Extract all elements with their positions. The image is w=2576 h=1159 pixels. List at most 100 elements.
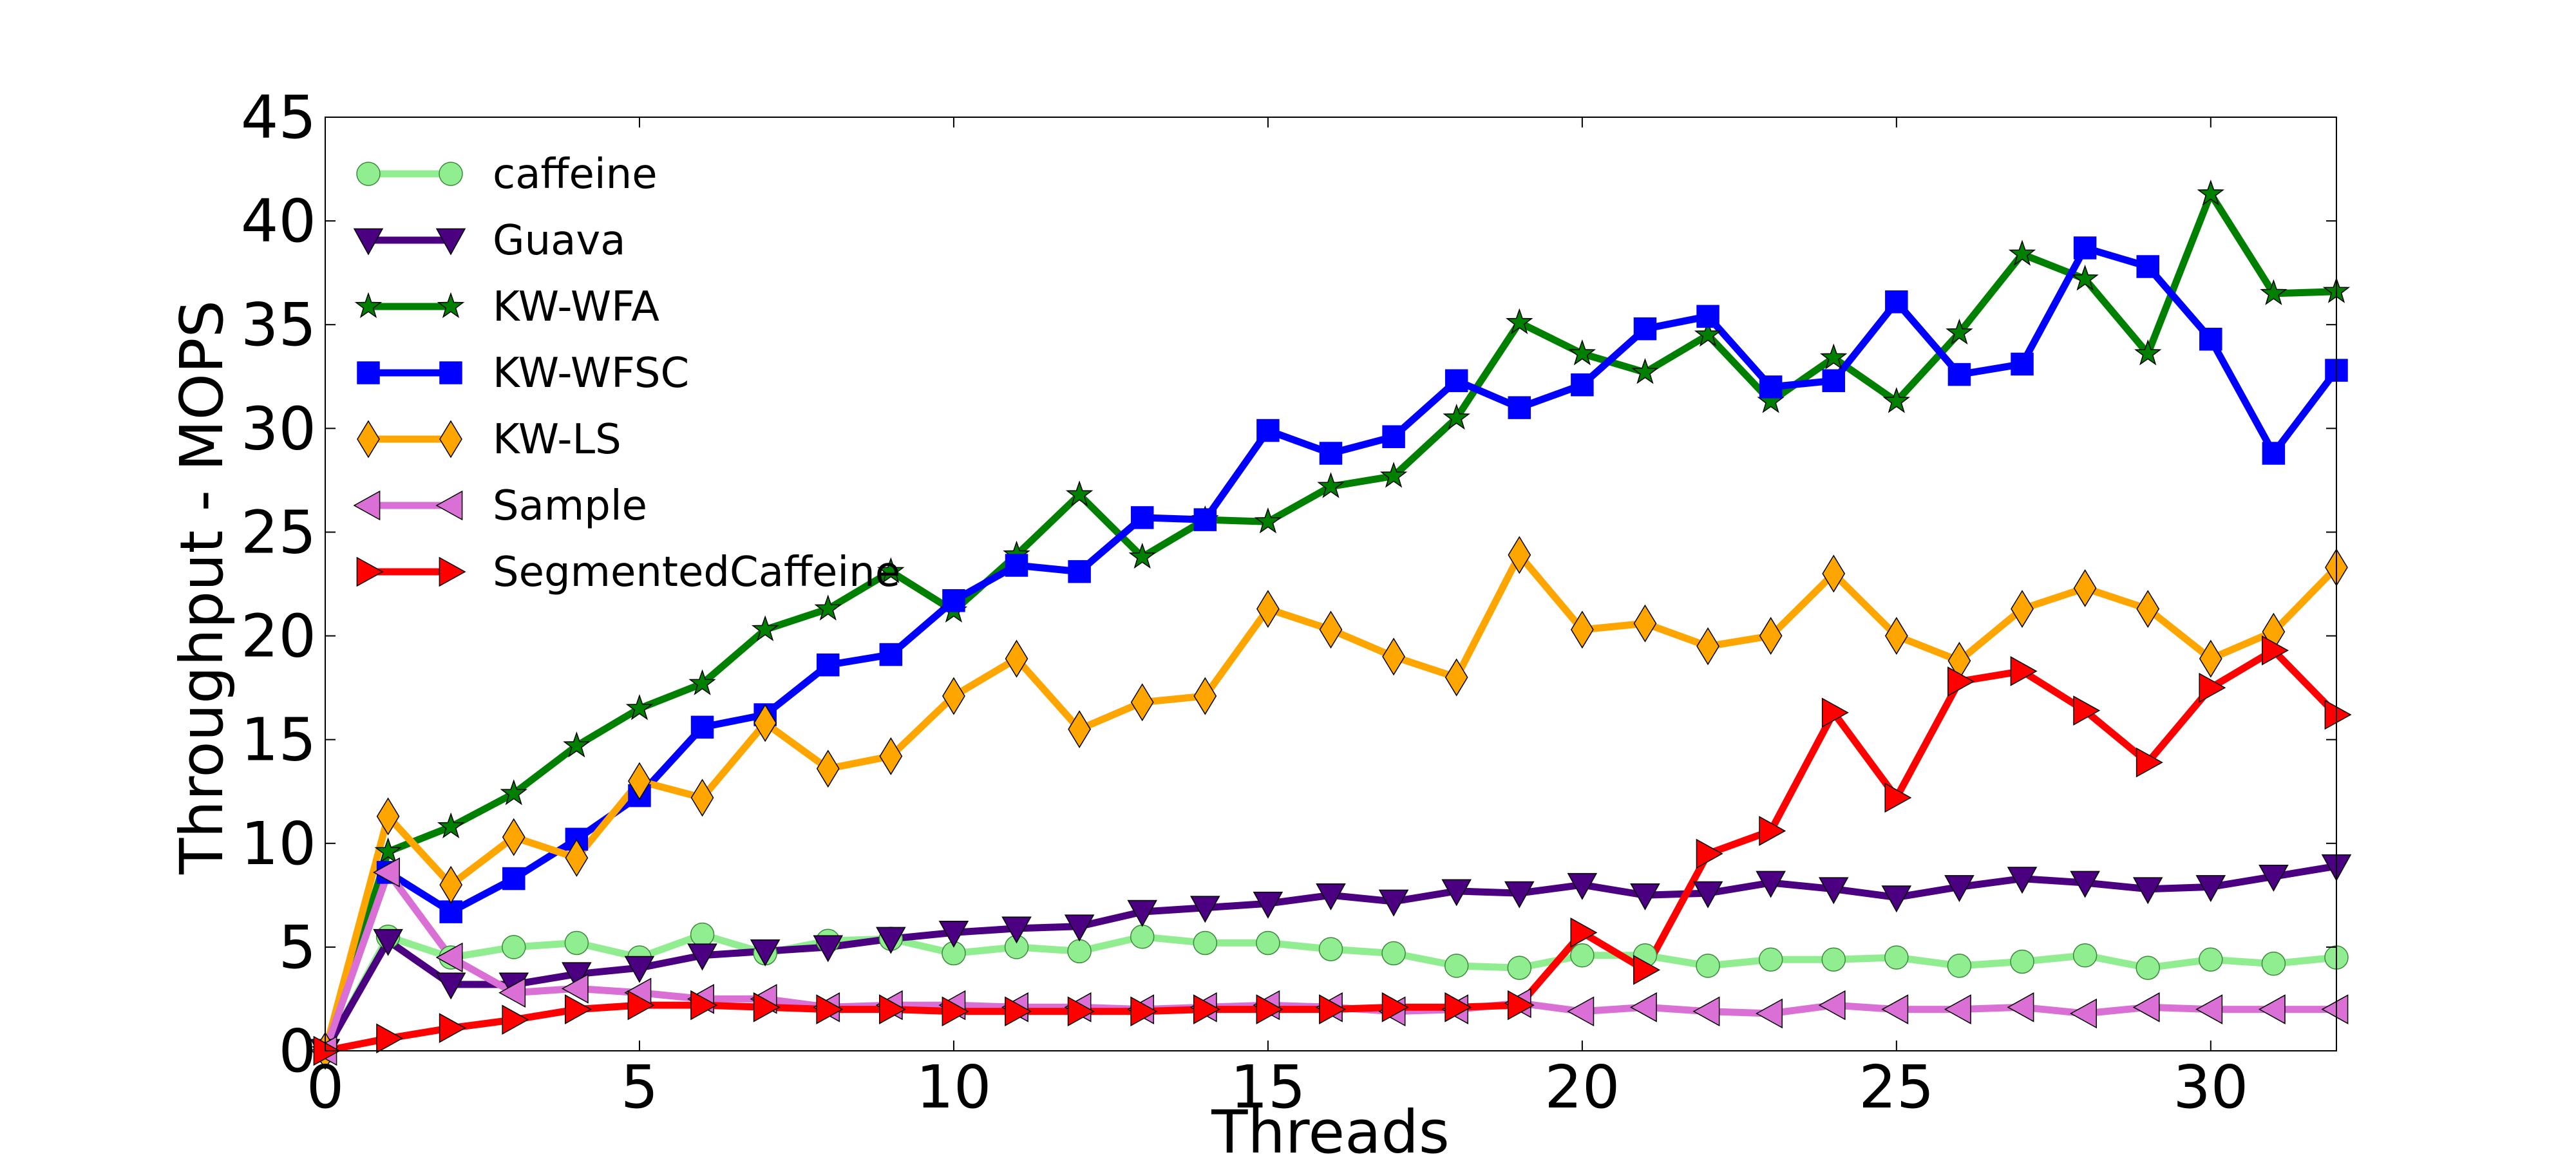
- data-point-guava: [1316, 883, 1346, 910]
- data-point-segmentedcaffeine: [1005, 996, 1032, 1027]
- data-point-kw-wfsc: [1822, 369, 1845, 392]
- legend-marker: [439, 420, 462, 458]
- data-point-guava: [1190, 896, 1220, 923]
- legend-marker: [439, 361, 462, 384]
- data-point-kw-ls: [1256, 590, 1280, 628]
- data-point-segmentedcaffeine: [2136, 747, 2163, 778]
- data-point-kw-wfsc: [1696, 305, 1719, 328]
- data-point-kw-wfsc: [1759, 375, 1783, 399]
- data-point-kw-ls: [2011, 590, 2034, 628]
- data-point-segmentedcaffeine: [690, 990, 718, 1021]
- data-point-caffeine: [1067, 939, 1092, 964]
- data-point-guava: [373, 928, 403, 956]
- y-tick-label: 5: [278, 913, 316, 982]
- data-point-kw-ls: [1005, 639, 1028, 678]
- legend-marker: [353, 228, 384, 256]
- data-point-segmentedcaffeine: [1759, 816, 1786, 846]
- data-point-kw-ls: [690, 778, 714, 817]
- legend-marker: [357, 420, 380, 458]
- data-point-sample: [2321, 994, 2349, 1024]
- data-point-kw-ls: [2136, 590, 2160, 628]
- data-point-guava: [1818, 877, 1849, 905]
- data-point-guava: [2259, 864, 2289, 892]
- data-point-caffeine: [2136, 956, 2160, 980]
- data-point-kw-wfa: [1694, 321, 1722, 347]
- data-point-segmentedcaffeine: [1256, 994, 1283, 1024]
- data-point-kw-wfa: [625, 694, 654, 721]
- series-points-kw-ls: [314, 536, 2348, 1070]
- y-tick-label: 40: [241, 187, 316, 256]
- data-point-kw-wfa: [688, 669, 716, 695]
- data-point-kw-ls: [628, 762, 651, 800]
- y-tick-label: 10: [241, 809, 316, 878]
- legend-marker: [354, 292, 383, 319]
- data-point-kw-wfa: [2134, 339, 2162, 366]
- data-point-kw-ls: [1068, 710, 1092, 749]
- data-point-kw-ls: [1193, 677, 1217, 715]
- data-point-guava: [876, 927, 906, 954]
- x-axis-title: Threads: [1211, 1098, 1450, 1159]
- plot-frame: [325, 117, 2337, 1051]
- data-point-kw-wfsc: [2011, 352, 2034, 376]
- data-point-segmentedcaffeine: [1947, 666, 1975, 697]
- data-point-kw-wfsc: [439, 900, 462, 923]
- data-point-sample: [1944, 994, 1971, 1024]
- data-point-sample: [1567, 996, 1595, 1027]
- data-point-kw-wfa: [500, 779, 527, 806]
- data-point-caffeine: [1884, 945, 1909, 970]
- data-point-sample: [2258, 994, 2286, 1024]
- data-point-guava: [938, 920, 969, 948]
- data-point-kw-wfa: [2008, 240, 2036, 266]
- legend-label: SegmentedCaffeine: [493, 549, 900, 596]
- data-point-kw-ls: [1822, 554, 1846, 593]
- x-tick-label: 25: [1859, 1053, 1934, 1122]
- y-tick-label: 35: [241, 290, 316, 359]
- legend-item-kw-wfa: KW-WFA: [354, 283, 659, 331]
- data-point-kw-wfsc: [1947, 363, 1971, 386]
- data-point-kw-ls: [753, 704, 777, 742]
- data-point-kw-ls: [439, 865, 463, 904]
- data-point-kw-wfsc: [502, 867, 526, 890]
- data-point-caffeine: [1570, 943, 1595, 968]
- x-tick-label: 10: [916, 1053, 991, 1122]
- legend-marker: [437, 292, 465, 319]
- data-point-caffeine: [1193, 930, 1218, 956]
- data-point-guava: [1064, 914, 1095, 942]
- y-tick-label: 0: [278, 1017, 316, 1086]
- data-point-segmentedcaffeine: [2199, 672, 2226, 703]
- legend: caffeine Guava KW-WFA KW-WFSC KW-LS Sample Seg…: [353, 151, 900, 596]
- legend-label: KW-LS: [493, 416, 621, 464]
- data-point-kw-wfa: [1254, 507, 1282, 534]
- series-markers: [310, 179, 2352, 1070]
- data-point-segmentedcaffeine: [1319, 994, 1347, 1024]
- legend-marker: [356, 556, 384, 587]
- data-point-caffeine: [2072, 943, 2098, 968]
- data-point-kw-wfa: [814, 594, 842, 621]
- data-point-caffeine: [1947, 954, 1972, 978]
- data-point-guava: [2007, 867, 2038, 894]
- data-point-kw-wfsc: [1508, 396, 1531, 419]
- y-tick-label: 20: [241, 602, 316, 671]
- data-point-kw-ls: [879, 737, 903, 775]
- data-point-kw-ls: [1759, 617, 1783, 655]
- data-point-kw-wfsc: [1005, 554, 1028, 577]
- data-point-kw-ls: [2199, 639, 2222, 678]
- series-points-guava: [310, 854, 2352, 1066]
- legend-marker: [439, 162, 463, 186]
- data-point-guava: [1378, 889, 1409, 917]
- legend-marker: [356, 162, 381, 186]
- data-point-guava: [750, 939, 781, 966]
- data-point-kw-ls: [1633, 604, 1657, 643]
- data-point-kw-ls: [1570, 610, 1594, 649]
- data-point-kw-wfa: [1443, 403, 1470, 430]
- data-point-kw-wfsc: [1319, 442, 1343, 465]
- x-tick-label: 30: [2173, 1053, 2248, 1122]
- data-point-kw-ls: [1382, 637, 1405, 676]
- data-point-guava: [624, 956, 655, 983]
- x-tick-label: 20: [1544, 1053, 1620, 1122]
- data-point-kw-wfsc: [1068, 560, 1091, 583]
- data-point-sample: [2195, 994, 2223, 1024]
- data-point-caffeine: [1318, 937, 1343, 961]
- data-point-segmentedcaffeine: [439, 1013, 466, 1043]
- data-point-guava: [1630, 883, 1660, 910]
